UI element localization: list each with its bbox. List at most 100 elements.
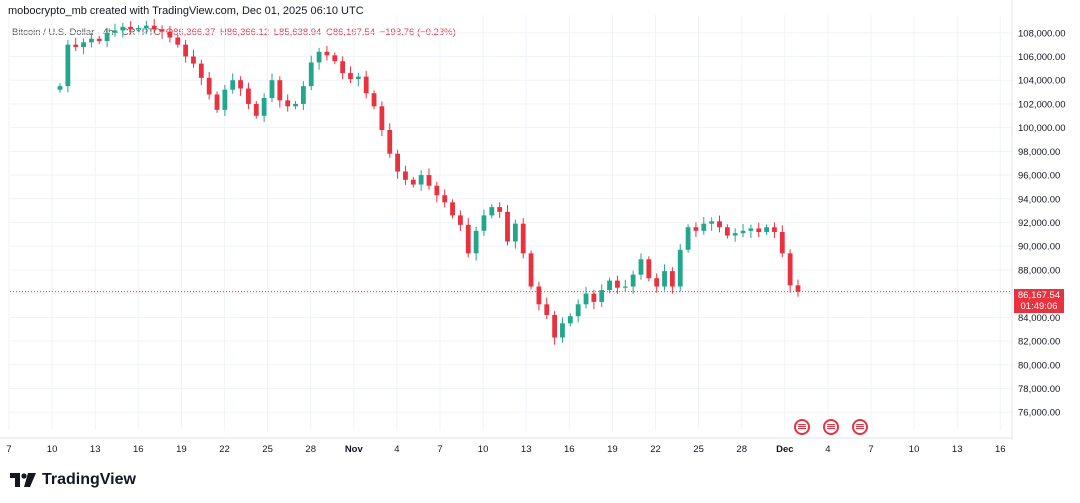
time-axis: 7 10 13 16 19 22 25 28 Nov 4 7 10 13 16 19 22 25 28 Dec 4 7 1… [0,437,1012,455]
x-tick-label: 25 [693,444,704,455]
y-tick-label: 80,000.00 [1018,360,1060,371]
candle-body [465,224,471,254]
candle [787,249,793,293]
author-line: mobocrypto_mb created with TradingView.c… [8,5,364,17]
candle-body [709,221,715,224]
candle-body [591,293,597,302]
candle-body [724,227,730,236]
candle [104,27,110,48]
candle-body [481,215,487,231]
x-tick-label: 4 [394,444,399,455]
candle-body [552,314,558,338]
candle [65,39,71,93]
price-axis: 108,000.00 106,000.00 104,000.00 102,000.00… [1011,0,1066,440]
candle-body [458,215,463,225]
candle-body [599,290,605,302]
candle-body [701,223,707,231]
candle [575,299,581,323]
candle [748,224,754,239]
y-tick-label: 90,000.00 [1018,242,1060,253]
us-event-flag-icon[interactable] [794,419,810,435]
candle [363,70,369,99]
candle-body [795,285,801,292]
candle-body [732,233,738,236]
candle-body [677,249,683,287]
x-tick-label: 7 [6,444,11,455]
candle-body [764,227,769,232]
x-tick-label: 25 [262,444,273,455]
candle [701,216,707,235]
candle-body [183,44,189,57]
candle [591,289,597,310]
y-tick-label: 102,000.00 [1018,99,1066,110]
candle [615,275,620,294]
candle [387,123,393,158]
candle [497,202,503,218]
y-tick-label: 94,000.00 [1018,194,1060,205]
x-tick-label: 16 [133,444,144,455]
candle [685,224,691,253]
candle-body [685,227,691,250]
candle-body [512,223,518,242]
candle-body [348,73,353,80]
candle [520,217,526,259]
candle [175,34,181,48]
candle [308,55,314,91]
candle-body [277,80,283,101]
y-tick-label: 104,000.00 [1018,76,1066,87]
candle [528,250,534,290]
candle-body [575,304,581,317]
candle-body [332,55,338,62]
y-tick-label: 84,000.00 [1018,313,1060,324]
candle [340,56,346,80]
candle [230,73,236,94]
candle-body [395,153,400,172]
us-event-flag-icon[interactable] [852,419,868,435]
tradingview-brand[interactable]: TradingView [10,471,136,489]
candle [583,286,589,309]
candle [112,23,118,37]
candle [277,76,283,108]
candle-body [403,171,408,180]
candle [143,20,149,35]
x-tick-label: 10 [478,444,489,455]
candle [81,38,86,55]
us-event-flag-icon[interactable] [823,419,839,435]
y-tick-label: 98,000.00 [1018,147,1060,158]
candle [238,76,243,96]
candle-body [300,86,306,104]
candle-body [159,29,165,32]
candle-body [89,38,94,43]
candle-body [536,286,542,305]
candle [740,224,746,238]
candle [120,22,126,38]
candle [261,93,267,122]
candle [379,101,385,137]
candle-body [104,32,110,42]
candle [348,66,353,84]
candle-body [269,80,275,98]
candle [724,224,730,239]
candle [198,59,204,86]
candle [505,205,510,246]
candle-body [371,93,377,107]
brand-name: TradingView [42,471,136,488]
x-tick-label: 13 [952,444,963,455]
candle [418,170,424,191]
y-tick-label: 92,000.00 [1018,218,1060,229]
x-tick-label: 10 [47,444,58,455]
candle [646,256,652,282]
candle [622,279,628,292]
candle-body [489,207,495,216]
candle [355,72,361,87]
candle-body [112,30,118,33]
candle [552,311,558,345]
candle-body [505,211,510,242]
y-tick-label: 88,000.00 [1018,265,1060,276]
x-tick-label: Dec [776,444,793,455]
candle [693,222,699,237]
candle [426,168,432,190]
x-tick-label: 19 [607,444,618,455]
candle [206,72,212,100]
